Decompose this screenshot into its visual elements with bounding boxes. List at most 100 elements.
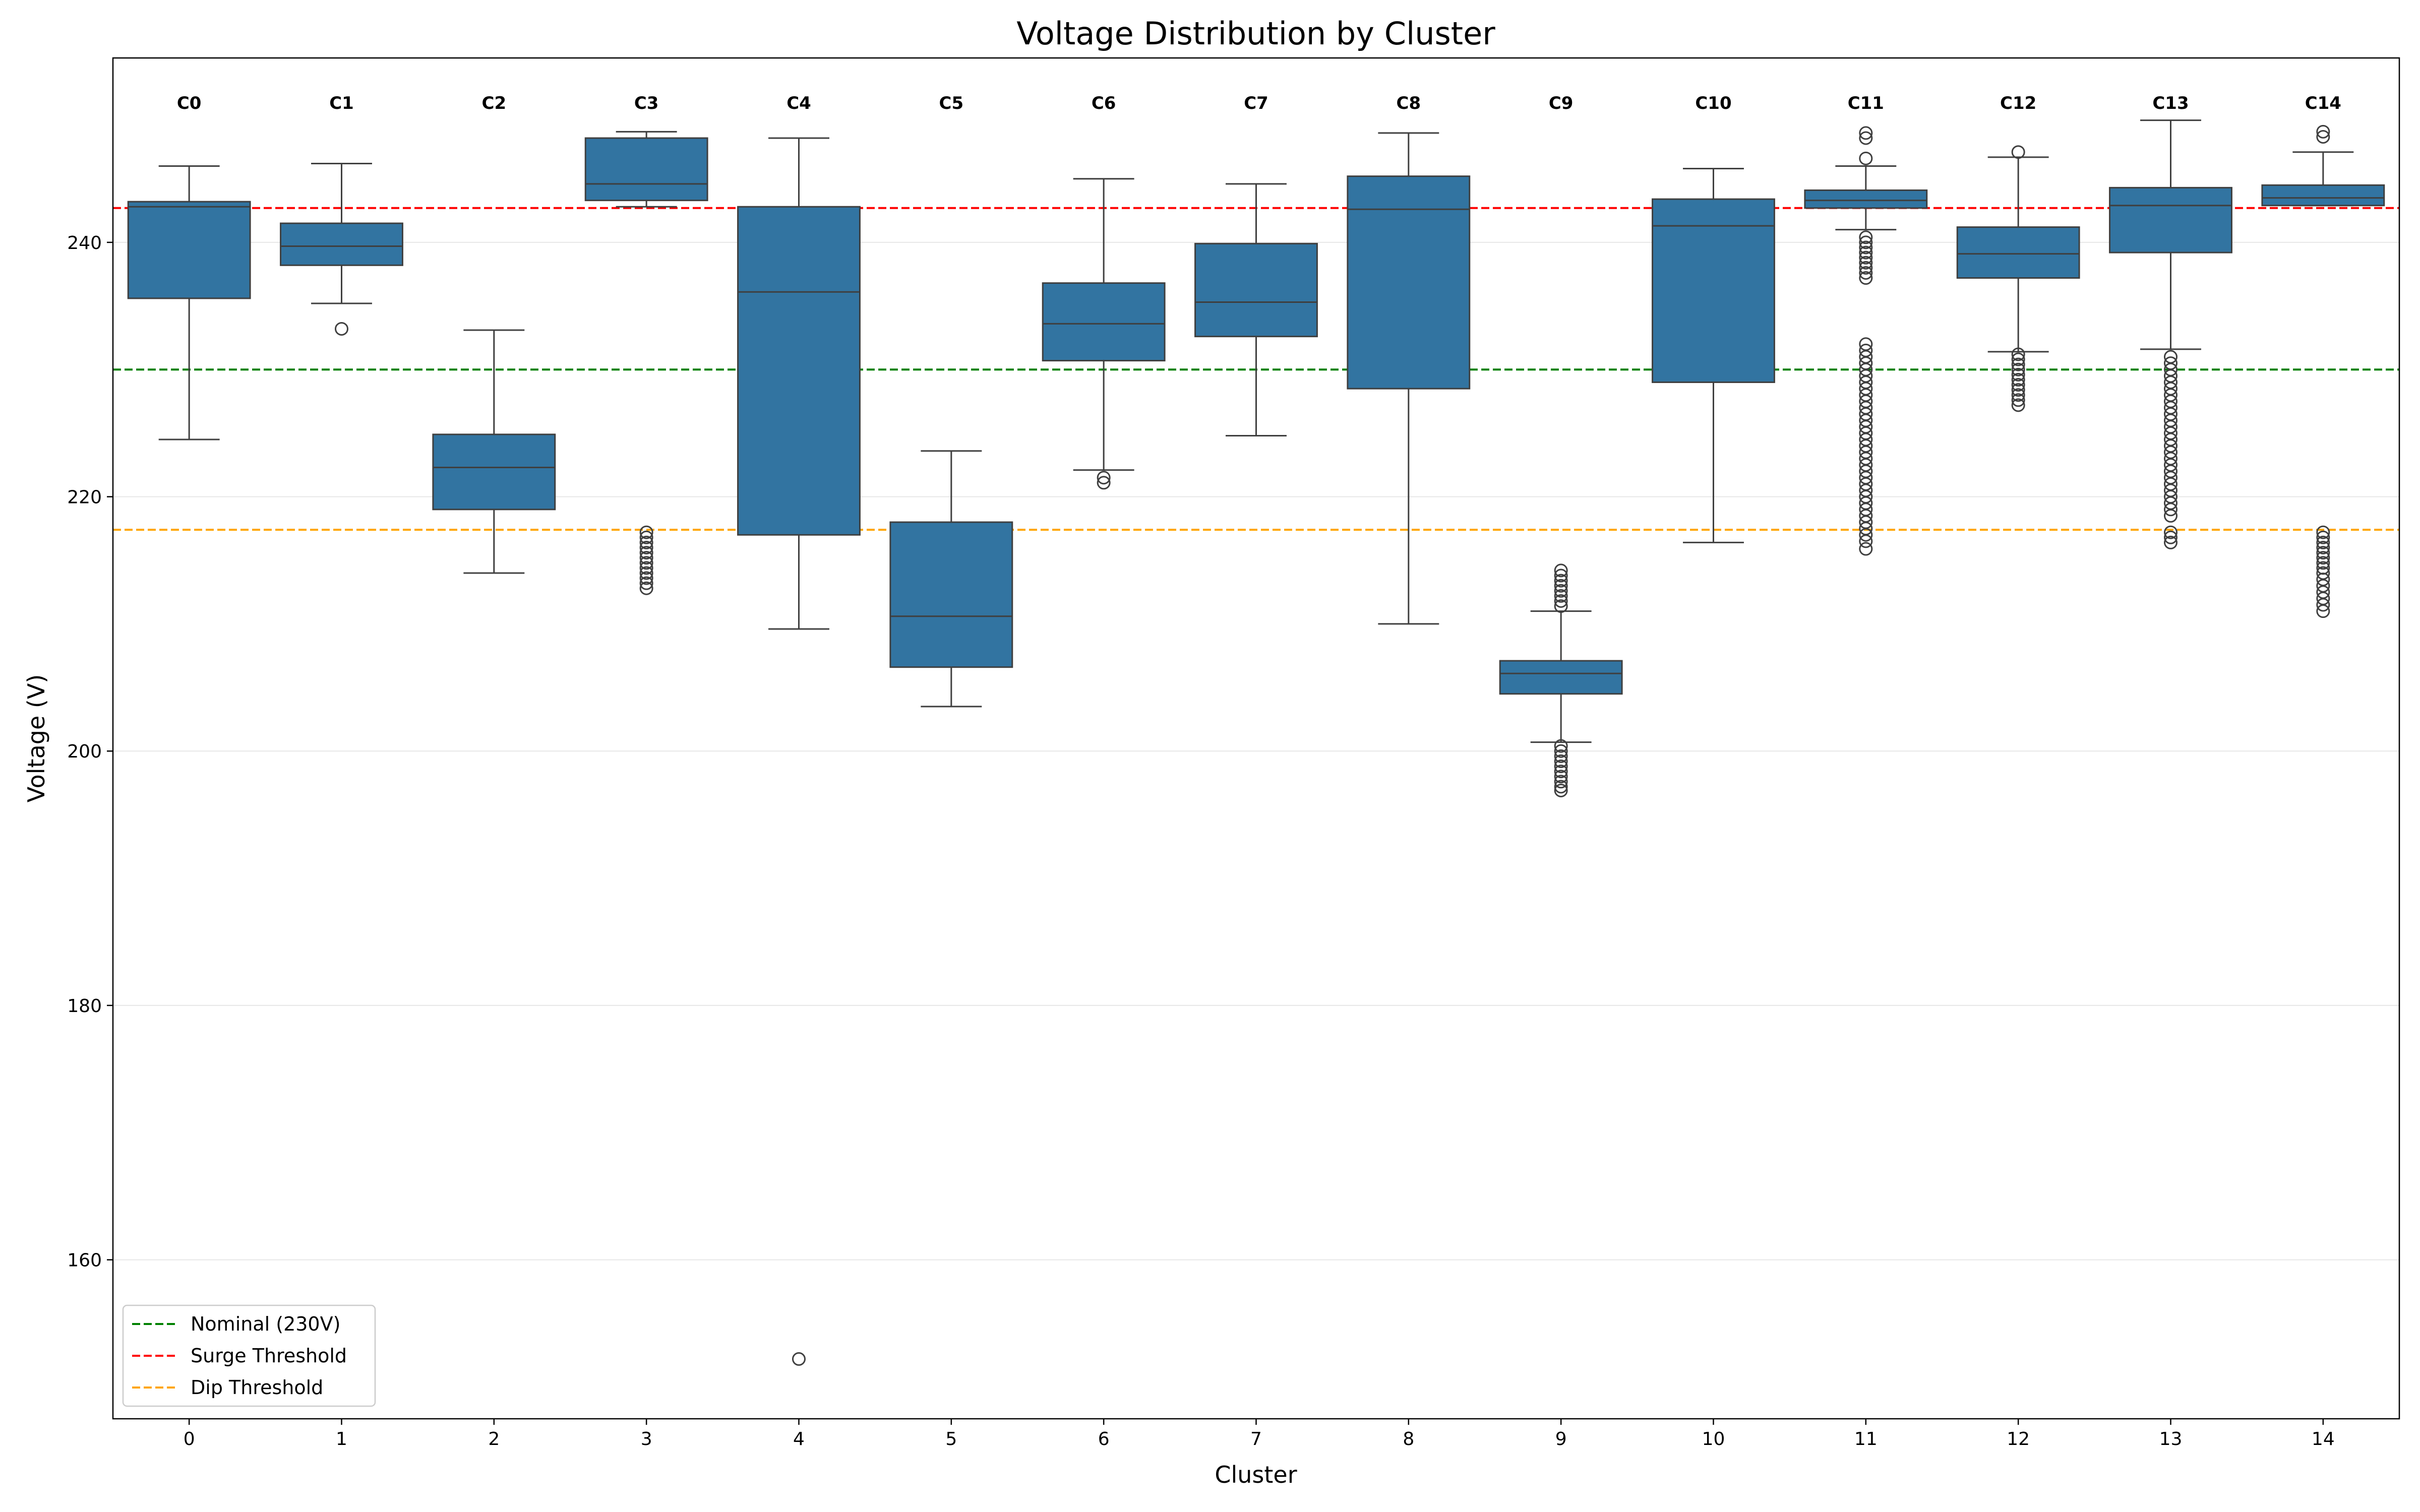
cluster-label: C9 <box>1549 93 1574 113</box>
outlier-point <box>2011 352 2025 366</box>
outlier-point <box>1859 542 1873 556</box>
cluster-label: C13 <box>2152 93 2189 113</box>
box-1 <box>280 162 403 336</box>
x-tick-label: 2 <box>488 1429 500 1450</box>
x-tick-label: 6 <box>1098 1429 1110 1450</box>
outlier-point <box>2316 540 2330 554</box>
box-body <box>1804 189 1928 209</box>
x-tick-label: 12 <box>2007 1429 2030 1450</box>
outlier-point <box>1859 230 1873 244</box>
x-tick-label: 10 <box>1702 1429 1725 1450</box>
outlier-point <box>2316 130 2330 144</box>
outlier-point <box>1554 760 1568 774</box>
outlier-point <box>1554 563 1568 578</box>
outlier-point <box>1859 528 1873 542</box>
box-3 <box>584 131 708 595</box>
legend-dip-label: Dip Threshold <box>191 1376 323 1399</box>
outlier-point <box>2011 378 2025 392</box>
outlier-point <box>1554 783 1568 797</box>
outlier-point <box>2316 525 2330 539</box>
box-2 <box>432 329 556 574</box>
cluster-label: C5 <box>939 93 964 113</box>
box-body <box>1347 175 1471 390</box>
cluster-label: C8 <box>1397 93 1421 113</box>
x-tick-label: 4 <box>793 1429 805 1450</box>
outlier-point <box>1859 240 1873 255</box>
outlier-point <box>1859 151 1873 165</box>
outlier-point <box>1859 126 1873 140</box>
outlier-point <box>2011 362 2025 376</box>
outlier-point <box>1859 235 1873 249</box>
outlier-point <box>639 525 653 539</box>
box-12 <box>1956 145 2080 412</box>
x-tick-label: 14 <box>2312 1429 2335 1450</box>
outlier-point <box>1554 749 1568 763</box>
y-axis-label: Voltage (V) <box>23 674 50 803</box>
box-body <box>432 433 556 511</box>
box-body <box>1194 242 1318 338</box>
y-tick-label: 240 <box>67 233 102 254</box>
cluster-label: C6 <box>1092 93 1116 113</box>
outlier-point <box>1554 780 1568 794</box>
outlier-point <box>2164 525 2177 539</box>
box-10 <box>1652 168 1775 543</box>
outlier-point <box>1554 589 1568 603</box>
x-tick-label: 7 <box>1250 1429 1262 1450</box>
x-tick-label: 3 <box>641 1429 652 1450</box>
box-0 <box>127 165 251 440</box>
box-body <box>2261 184 2385 207</box>
box-6 <box>1042 178 1166 490</box>
outlier-point <box>1554 584 1568 598</box>
outlier-point <box>2316 546 2330 560</box>
box-4 <box>737 137 861 1366</box>
outlier-point <box>1859 250 1873 265</box>
outlier-point <box>639 576 653 590</box>
cluster-labels: C0 C1 C2 C3 C4 C5 C6 C7 C8 C9 C10 C11 C12 C13 C14 <box>177 93 2341 113</box>
outlier-point <box>1859 131 1873 145</box>
outlier-point <box>2011 383 2025 397</box>
outlier-point <box>1554 765 1568 779</box>
outlier-point <box>639 566 653 580</box>
outlier-point <box>2011 393 2025 407</box>
outlier-point <box>639 535 653 549</box>
box-9 <box>1499 563 1623 797</box>
outlier-point <box>1554 594 1568 608</box>
outlier-point <box>2164 502 2177 517</box>
x-tick-label: 11 <box>1854 1429 1878 1450</box>
outlier-point <box>1097 476 1111 490</box>
x-axis: 0 1 2 3 4 5 6 7 8 9 10 11 12 13 14 <box>184 1419 2335 1450</box>
cluster-label: C14 <box>2305 93 2341 113</box>
box-11 <box>1804 126 1928 556</box>
outlier-point <box>2316 551 2330 565</box>
outlier-point <box>2011 372 2025 387</box>
cluster-label: C3 <box>634 93 659 113</box>
box-body <box>127 201 251 299</box>
outlier-point <box>1554 569 1568 583</box>
outlier-point <box>1554 739 1568 753</box>
box-body <box>1499 660 1623 695</box>
box-body <box>584 137 708 202</box>
outlier-point <box>1859 266 1873 280</box>
y-tick-label: 160 <box>67 1250 102 1271</box>
outlier-point <box>1859 271 1873 285</box>
outlier-point <box>2316 535 2330 549</box>
x-tick-label: 9 <box>1555 1429 1567 1450</box>
box-5 <box>889 450 1013 708</box>
x-tick-label: 1 <box>336 1429 347 1450</box>
box-14 <box>2261 124 2385 618</box>
outlier-point <box>2164 535 2177 549</box>
outlier-point <box>2011 388 2025 402</box>
outlier-point <box>1554 599 1568 613</box>
outlier-point <box>1554 579 1568 593</box>
box-body <box>1042 282 1166 362</box>
legend-surge-label: Surge Threshold <box>191 1345 347 1367</box>
box-body <box>889 521 1013 668</box>
cluster-label: C0 <box>177 93 202 113</box>
cluster-label: C11 <box>1848 93 1884 113</box>
outlier-point <box>1859 534 1873 548</box>
outlier-point <box>639 546 653 560</box>
x-tick-label: 8 <box>1403 1429 1414 1450</box>
outlier-point <box>639 551 653 565</box>
outlier-point <box>2011 145 2025 159</box>
